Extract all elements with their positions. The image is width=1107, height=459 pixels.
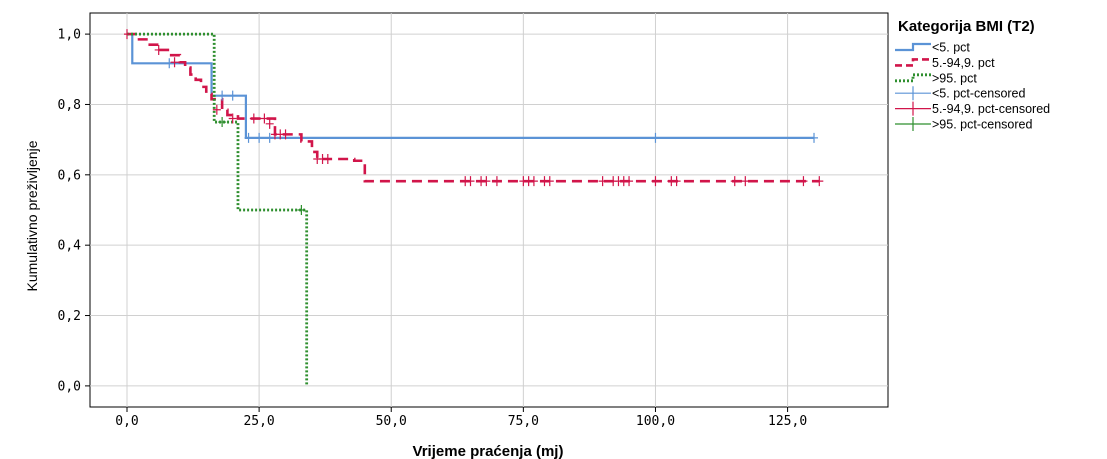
censor-mark-series-0 — [810, 132, 819, 143]
censor-markers — [123, 29, 824, 215]
legend-swatch — [895, 101, 931, 116]
survival-curves — [126, 32, 820, 386]
censor-mark-series-2 — [297, 205, 306, 215]
legend-entry-label: >95. pct — [932, 71, 977, 85]
legend-swatch — [895, 42, 931, 52]
censor-mark-series-1 — [323, 153, 332, 164]
y-tick-label: 1,0 — [58, 28, 81, 43]
censor-mark-series-1 — [598, 176, 607, 187]
censor-mark-series-1 — [741, 176, 750, 187]
censor-mark-series-0 — [165, 58, 174, 69]
x-axis-ticks: 0,0 25,0 50,0 75,0 100,0 125,0 — [115, 407, 807, 429]
x-tick-label: 100,0 — [636, 414, 675, 429]
censor-mark-series-0 — [244, 132, 253, 143]
x-tick-label: 0,0 — [115, 414, 138, 429]
y-tick-label: 0,6 — [58, 168, 81, 183]
legend-entry-label: 5.-94,9. pct — [932, 56, 995, 70]
x-tick-label: 75,0 — [508, 414, 539, 429]
x-tick-label: 125,0 — [768, 414, 807, 429]
x-axis-title: Vrijeme praćenja (mj) — [413, 443, 564, 459]
plot-area — [89, 12, 889, 408]
x-tick-label: 25,0 — [243, 414, 274, 429]
legend-entry-label: <5. pct-censored — [932, 87, 1026, 101]
censor-mark-series-0 — [255, 132, 264, 143]
legend-swatch — [895, 117, 931, 131]
censor-mark-series-0 — [265, 132, 274, 143]
y-tick-label: 0,8 — [58, 98, 81, 113]
censor-mark-series-1 — [492, 176, 501, 187]
censor-mark-series-0 — [651, 132, 660, 143]
y-axis-ticks: 0,0 0,2 0,4 0,6 0,8 1,0 — [58, 28, 90, 394]
start-mark-series-1 — [123, 29, 130, 40]
survival-line-series-0 — [126, 33, 815, 139]
censor-mark-series-1 — [170, 57, 179, 68]
censor-mark-series-1 — [466, 176, 475, 187]
censor-mark-series-1 — [730, 176, 739, 187]
plot-frame — [89, 12, 889, 408]
censor-mark-series-1 — [672, 176, 681, 187]
censor-mark-series-1 — [265, 118, 274, 129]
y-tick-label: 0,4 — [58, 239, 82, 254]
censor-mark-series-1 — [260, 113, 269, 124]
censor-mark-series-2 — [218, 117, 227, 128]
censor-mark-series-1 — [651, 176, 660, 187]
legend-swatch — [895, 86, 931, 101]
censor-mark-series-1 — [545, 176, 554, 187]
legend-title: Kategorija BMI (T2) — [898, 18, 1035, 35]
censor-mark-series-1 — [815, 176, 824, 187]
legend-swatch — [895, 73, 931, 83]
y-tick-label: 0,2 — [58, 309, 81, 324]
legend-entry-label: >95. pct-censored — [932, 118, 1032, 132]
censor-mark-series-1 — [799, 176, 808, 187]
censor-mark-series-1 — [212, 104, 221, 115]
censor-mark-series-1 — [249, 113, 258, 124]
x-tick-label: 50,0 — [376, 414, 407, 429]
censor-mark-series-1 — [228, 113, 237, 124]
survival-line-series-1 — [126, 32, 820, 183]
censor-mark-series-0 — [228, 90, 237, 101]
censor-mark-series-1 — [482, 176, 491, 187]
censor-mark-series-1 — [154, 44, 163, 55]
y-axis-title: Kumulativno preživljenje — [24, 140, 40, 291]
censor-mark-series-1 — [281, 129, 290, 140]
legend-swatch — [895, 58, 931, 67]
censor-mark-series-1 — [625, 176, 634, 187]
censor-mark-series-0 — [218, 90, 227, 101]
legend-entry-label: <5. pct — [932, 41, 970, 55]
censor-mark-series-1 — [529, 176, 538, 187]
legend-entry-label: 5.-94,9. pct-censored — [932, 102, 1050, 116]
y-tick-label: 0,0 — [58, 379, 81, 394]
